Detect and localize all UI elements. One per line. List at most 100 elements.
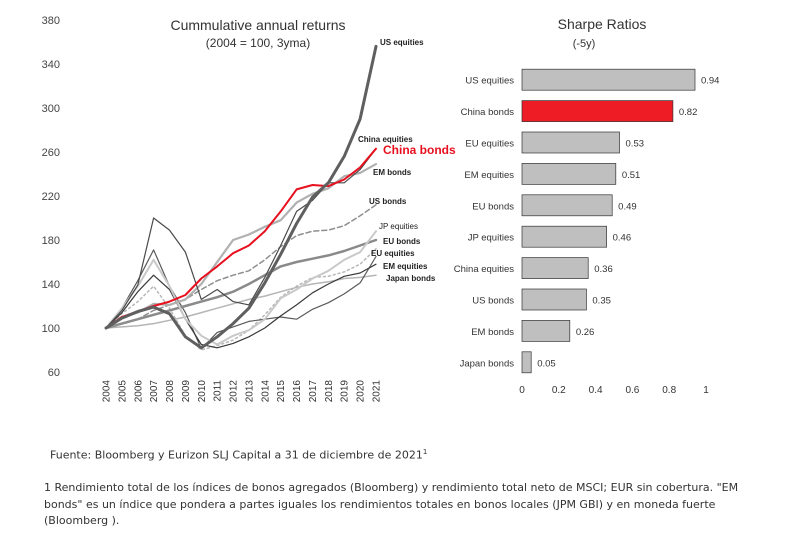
x-tick-label: 2020 — [356, 380, 367, 403]
y-tick-label: 60 — [48, 367, 60, 379]
y-tick-label: 140 — [42, 279, 60, 291]
series-label-eu-equities: EU equities — [371, 249, 415, 258]
x-tick-label: 2008 — [165, 380, 176, 403]
bar-china-equities — [521, 257, 589, 279]
x-tick-label: 2021 — [372, 380, 383, 403]
bar-value-label: 0.35 — [592, 296, 611, 307]
x-tick-label: 2012 — [229, 380, 240, 403]
x-tick-label: 2017 — [308, 380, 319, 403]
series-label-us-equities: US equities — [380, 38, 424, 47]
bar-eu-equities — [521, 131, 620, 154]
y-tick-label: 180 — [42, 235, 60, 247]
right-chart-subtitle: (-5y) — [573, 38, 596, 50]
y-tick-label: 380 — [42, 15, 60, 27]
bar-value-label: 0.51 — [622, 170, 641, 181]
series-line-em-equities — [105, 263, 377, 349]
sharpe-bars: US equities 0.94 China bonds 0.82 EU equitie… — [454, 68, 720, 374]
series-line-unlabelled — [105, 248, 377, 351]
bar-china-bonds — [521, 100, 674, 122]
bar-jp-equities — [521, 225, 607, 248]
bar-us-bonds — [521, 288, 587, 311]
series-label-japan-bonds: Japan bonds — [386, 274, 436, 283]
bar-value-label: 0.05 — [537, 358, 556, 369]
bar-em-equities — [521, 163, 617, 185]
source-note: Fuente: Bloomberg y Eurizon SLJ Capital … — [50, 448, 427, 462]
series-label-us-bonds: US bonds — [369, 197, 407, 206]
x-tick-label: 0.4 — [589, 385, 603, 396]
right-chart-title: Sharpe Ratios — [558, 16, 647, 32]
x-tick-label: 2007 — [149, 380, 160, 403]
series-label-em-bonds: EM bonds — [373, 168, 412, 177]
source-text: Fuente: Bloomberg y Eurizon SLJ Capital … — [50, 448, 423, 462]
x-tick-label: 2019 — [340, 380, 351, 403]
bar-em-bonds — [521, 320, 571, 342]
x-tick-label: 2011 — [213, 380, 224, 402]
series-line-jp-equities — [105, 230, 377, 346]
x-tick-label: 2015 — [276, 380, 287, 403]
x-tick-label: 0.2 — [552, 385, 566, 396]
bar-category-label: US equities — [465, 76, 514, 87]
bar-value-label: 0.36 — [594, 264, 613, 275]
series-label-jp-equities: JP equities — [379, 222, 418, 231]
left-chart-subtitle: (2004 = 100, 3yma) — [206, 36, 310, 50]
y-tick-label: 340 — [42, 59, 60, 71]
x-tick-label: 2013 — [244, 380, 255, 403]
x-tick-label: 2014 — [260, 380, 271, 403]
source-footnote-mark: 1 — [422, 448, 428, 456]
series-line-us-equities — [104, 44, 378, 350]
series-label-em-equities: EM equities — [383, 262, 428, 271]
bar-category-label: EM bonds — [471, 327, 514, 338]
bar-value-label: 0.94 — [701, 76, 720, 87]
bar-category-label: Japan bonds — [460, 358, 515, 369]
y-tick-label: 100 — [42, 323, 60, 335]
x-tick-label: 2009 — [181, 380, 192, 403]
x-tick-label: 2006 — [133, 380, 144, 403]
bar-japan-bonds — [521, 351, 532, 374]
left-series-lines — [104, 44, 378, 351]
x-tick-label: 2018 — [324, 380, 335, 403]
bar-category-label: China equities — [454, 264, 514, 275]
series-line-em-bonds — [104, 163, 378, 330]
footnote: 1 Rendimiento total de los índices de bo… — [44, 481, 739, 527]
series-line-eu-equities — [105, 249, 377, 350]
x-tick-label: 0.6 — [625, 385, 639, 396]
bar-category-label: EU equities — [465, 139, 514, 150]
bar-eu-bonds — [521, 194, 613, 217]
y-tick-label: 260 — [42, 147, 60, 159]
bar-category-label: US bonds — [472, 296, 514, 307]
y-tick-label: 220 — [42, 191, 60, 203]
y-tick-label: 300 — [42, 103, 60, 115]
x-tick-label: 0.8 — [662, 385, 676, 396]
bar-category-label: EU bonds — [472, 201, 514, 212]
series-line-china-equities — [105, 148, 377, 329]
bar-us-equities — [521, 68, 696, 91]
bar-value-label: 0.82 — [679, 107, 698, 118]
series-line-eu-bonds — [104, 238, 378, 330]
bar-category-label: EM equities — [464, 170, 514, 181]
bar-value-label: 0.49 — [618, 201, 637, 212]
bar-value-label: 0.53 — [626, 139, 645, 150]
series-label-china-bonds: China bonds — [383, 143, 456, 157]
x-tick-label: 2010 — [197, 380, 208, 403]
series-label-china-equities: China equities — [358, 135, 413, 144]
left-chart-title: Cummulative annual returns — [170, 17, 345, 33]
bar-category-label: China bonds — [461, 107, 515, 118]
bar-value-label: 0.46 — [613, 233, 632, 244]
left-y-axis: 60 100 140 180 220 260 300 340 380 — [42, 15, 60, 379]
series-line-us-bonds — [105, 204, 377, 329]
x-tick-label: 2005 — [117, 380, 128, 403]
series-line-japan-bonds — [105, 274, 377, 329]
bar-value-label: 0.26 — [576, 327, 595, 338]
bar-category-label: JP equities — [468, 233, 515, 244]
x-tick-label: 2016 — [292, 380, 303, 403]
x-tick-label: 0 — [519, 385, 525, 396]
sharpe-ratios-chart: Sharpe Ratios (-5y) US equities 0.94 China… — [454, 16, 720, 396]
series-label-eu-bonds: EU bonds — [383, 237, 421, 246]
right-x-axis: 0 0.2 0.4 0.6 0.8 1 — [519, 385, 709, 396]
x-tick-label: 2004 — [102, 380, 113, 403]
x-tick-label: 1 — [703, 385, 709, 396]
left-x-axis: 2004 2005 2006 2007 2008 2009 2010 2011 2012 2013… — [102, 380, 383, 403]
cumulative-returns-chart: Cummulative annual returns (2004 = 100, … — [42, 15, 456, 402]
